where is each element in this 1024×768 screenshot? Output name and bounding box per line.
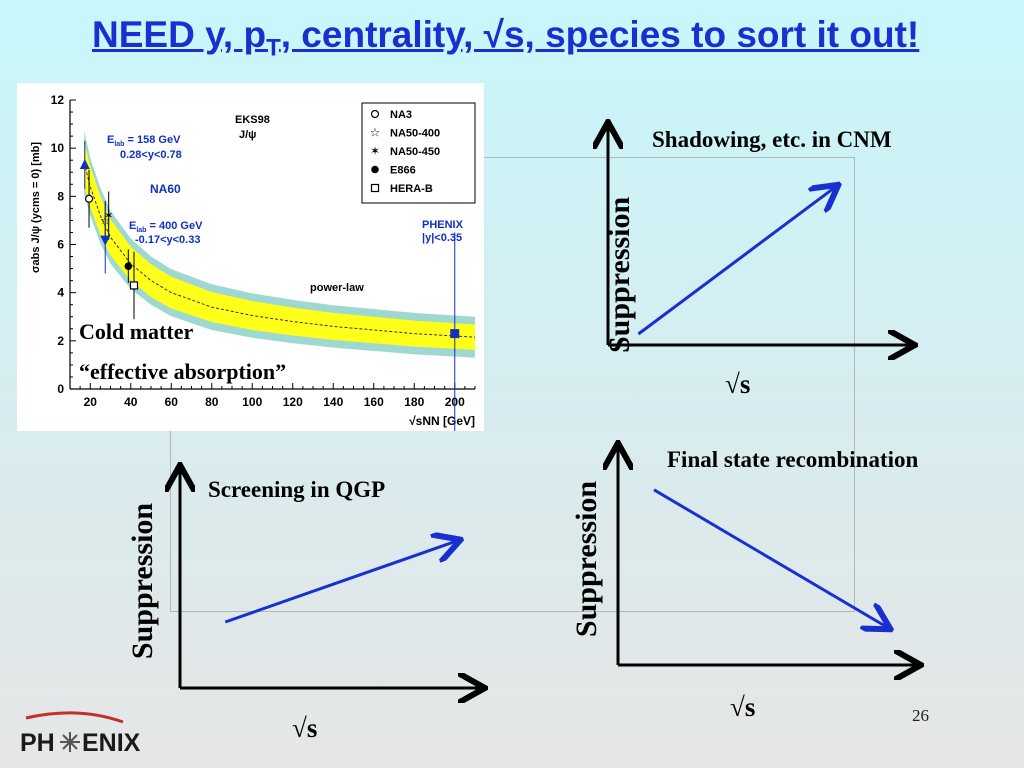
slide-title: NEED y, pT, centrality, √s, species to s… [92, 14, 992, 62]
annotation-jpsi: J/ψ [239, 129, 256, 141]
svg-text:PH: PH [20, 729, 55, 757]
marker-star: ✶ [370, 144, 380, 158]
title-part-2: , centrality, √s, species to sort it out… [280, 14, 920, 55]
annotation-phenix-y: |y|<0.35 [422, 232, 462, 244]
x-tick-label: 120 [283, 395, 303, 409]
x-tick-label: 160 [364, 395, 384, 409]
cartoon-shadowing-svg [560, 115, 960, 405]
absorption-plot-svg: 20 40 60 80 100 120 140 160 180 200024681012σabs … [30, 93, 476, 431]
marker-triangle-up [79, 159, 90, 170]
x-tick-label: 180 [404, 395, 424, 409]
legend-label: HERA-B [390, 183, 433, 195]
annotation-elab158: Elab = 158 GeV [107, 134, 181, 148]
annotation-eks98: EKS98 [235, 114, 270, 126]
marker-open-square [370, 183, 380, 193]
marker-square [450, 329, 460, 339]
title-part-1: NEED y, p [92, 14, 267, 55]
y-tick-label: 2 [57, 334, 64, 348]
marker-open-square [129, 281, 139, 290]
y-tick-label: 6 [57, 238, 64, 252]
cartoon-screening-svg [120, 460, 500, 760]
annotation-phenix: PHENIX [422, 219, 464, 231]
cartoon-recombination: Final state recombination √s Suppression [560, 440, 1000, 740]
cartoon-screening-ylabel: Suppression [126, 502, 159, 660]
legend-box [361, 102, 476, 204]
title-subscript: T [266, 34, 281, 62]
x-tick-label: 80 [205, 395, 219, 409]
marker-filled-circle [124, 262, 133, 270]
svg-text:ENIX: ENIX [82, 729, 141, 757]
x-tick-label: 140 [323, 395, 343, 409]
x-tick-label: 100 [242, 395, 262, 409]
cartoon-screening-xlabel: √s [292, 713, 318, 743]
cartoon-trend-line [653, 488, 888, 628]
marker-open-circle [84, 194, 94, 203]
overlay-effective-absorption: “effective absorption” [79, 359, 287, 384]
annotation-y-range-400: -0.17<y<0.33 [135, 234, 200, 246]
cartoon-recombination-svg [560, 440, 1000, 740]
cartoon-shadowing: Shadowing, etc. in CNM √s Suppression [560, 115, 960, 405]
power-law-curve [83, 162, 476, 338]
y-tick-label: 10 [51, 141, 65, 155]
phenix-logo-svg: PH ENIX [20, 711, 141, 757]
cartoon-trend-line [224, 541, 458, 624]
cartoon-shadowing-title: Shadowing, etc. in CNM [652, 127, 892, 152]
absorption-plot: 20 40 60 80 100 120 140 160 180 200 0 2 4 6 8 10 12 σabs … [17, 83, 484, 431]
legend-label: NA3 [390, 109, 412, 121]
cartoon-screening: Screening in QGP √s Suppression [120, 460, 500, 760]
y-tick-label: 0 [57, 382, 64, 396]
marker-star: ✶ [104, 209, 114, 223]
annotation-power-law: power-law [310, 282, 364, 294]
marker-open-star: ☆ [370, 126, 381, 140]
cartoon-screening-title: Screening in QGP [208, 477, 386, 502]
band-inner [84, 140, 476, 350]
marker-triangle-down [100, 235, 111, 246]
x-tick-label: 20 [84, 395, 98, 409]
cartoon-shadowing-ylabel: Suppression [603, 196, 636, 353]
page-number: 26 [912, 706, 929, 725]
annotation-y-range-158: 0.28<y<0.78 [120, 149, 182, 161]
marker-open-circle [370, 109, 380, 119]
plot-x-axis-label: √sNN [GeV] [409, 414, 475, 428]
y-tick-label: 4 [57, 286, 64, 300]
legend-label: E866 [390, 165, 416, 177]
phenix-logo: PH ENIX [18, 708, 178, 760]
overlay-cold-matter: Cold matter [79, 319, 194, 344]
y-tick-label: 8 [57, 189, 64, 203]
y-tick-label: 12 [51, 93, 65, 107]
plot-y-axis-label: σabs J/ψ (ycms = 0) [mb] [30, 142, 42, 273]
cartoon-shadowing-xlabel: √s [725, 369, 751, 399]
cartoon-recombination-ylabel: Suppression [570, 480, 603, 638]
marker-filled-circle [371, 165, 379, 174]
annotation-na60: NA60 [150, 182, 181, 196]
legend-label: NA50-400 [390, 128, 440, 140]
annotation-elab400: Elab = 400 GeV [129, 220, 203, 234]
x-tick-label: 40 [124, 395, 138, 409]
x-tick-label: 60 [165, 395, 179, 409]
legend-label: NA50-450 [390, 146, 440, 158]
cartoon-recombination-xlabel: √s [730, 692, 756, 722]
cartoon-recombination-title: Final state recombination [667, 447, 919, 472]
cartoon-trend-line [637, 187, 836, 336]
